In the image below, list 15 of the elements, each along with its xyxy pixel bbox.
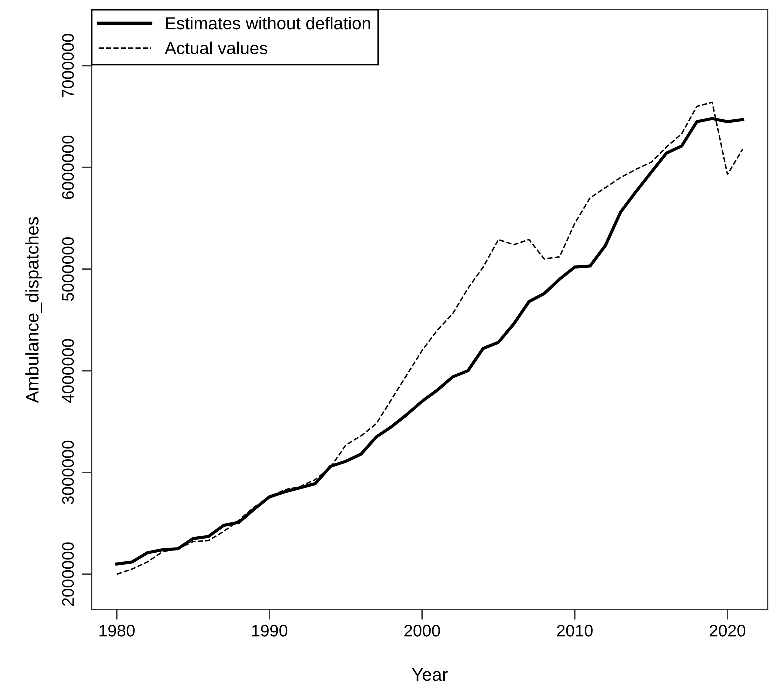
- y-tick-label: 4000000: [62, 339, 74, 404]
- x-tick-label: 2000: [404, 625, 440, 637]
- y-tick-label: 7000000: [62, 34, 74, 98]
- legend-label: Estimates without deflation: [166, 16, 370, 30]
- x-tick-label: 2010: [557, 625, 593, 637]
- x-tick-label: 2020: [710, 625, 746, 637]
- legend-label: Actual values: [164, 42, 268, 55]
- y-tick-label: 6000000: [62, 136, 74, 200]
- x-tick-label: 1980: [100, 625, 135, 637]
- x-tick-label: 1990: [252, 625, 288, 637]
- y-tick-label: 2000000: [62, 542, 74, 606]
- y-tick-label: 5000000: [62, 238, 74, 302]
- y-tick-label: 3000000: [62, 440, 74, 505]
- y-axis-title: Ambulance_dispatches: [26, 217, 42, 404]
- x-axis-title: Year: [412, 668, 448, 682]
